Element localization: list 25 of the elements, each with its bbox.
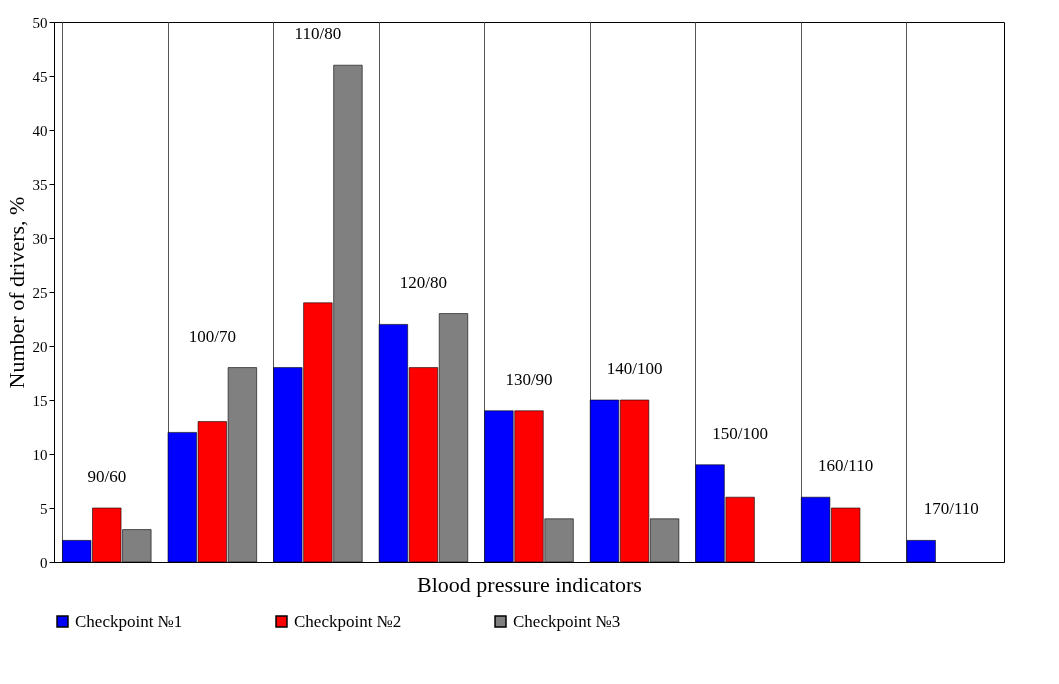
x-tick-label: 140/100 bbox=[606, 359, 663, 378]
y-axis-title: Number of drivers, % bbox=[3, 196, 29, 389]
y-tick-label: 10 bbox=[32, 446, 48, 463]
x-tick-label: 110/80 bbox=[294, 24, 342, 44]
y-tick-label: 50 bbox=[32, 14, 48, 31]
x-tick-label: 90/60 bbox=[87, 467, 127, 486]
y-tick-label: 20 bbox=[32, 338, 48, 355]
x-tick-label: 170/110 bbox=[923, 499, 979, 519]
x-tick-label: 150/100 bbox=[712, 423, 768, 443]
y-tick-label: 45 bbox=[32, 68, 48, 85]
legend-label: Checkpoint №1 bbox=[75, 611, 183, 631]
legend-label: Checkpoint №3 bbox=[513, 611, 621, 631]
y-tick-label: 35 bbox=[32, 176, 48, 193]
y-tick-label: 15 bbox=[32, 392, 48, 409]
y-tick-label: 0 bbox=[40, 554, 48, 571]
y-tick-label: 5 bbox=[40, 500, 48, 517]
x-tick-label: 130/90 bbox=[505, 369, 553, 389]
y-tick-label: 30 bbox=[32, 230, 48, 247]
legend-label: Checkpoint №2 bbox=[294, 611, 402, 631]
x-axis-title: Blood pressure indicators bbox=[417, 571, 642, 597]
x-tick-label: 160/110 bbox=[818, 456, 874, 476]
y-tick-label: 40 bbox=[32, 122, 48, 139]
x-tick-label: 120/80 bbox=[399, 272, 448, 292]
x-tick-label: 100/70 bbox=[188, 326, 236, 346]
y-tick-label: 25 bbox=[32, 284, 48, 301]
